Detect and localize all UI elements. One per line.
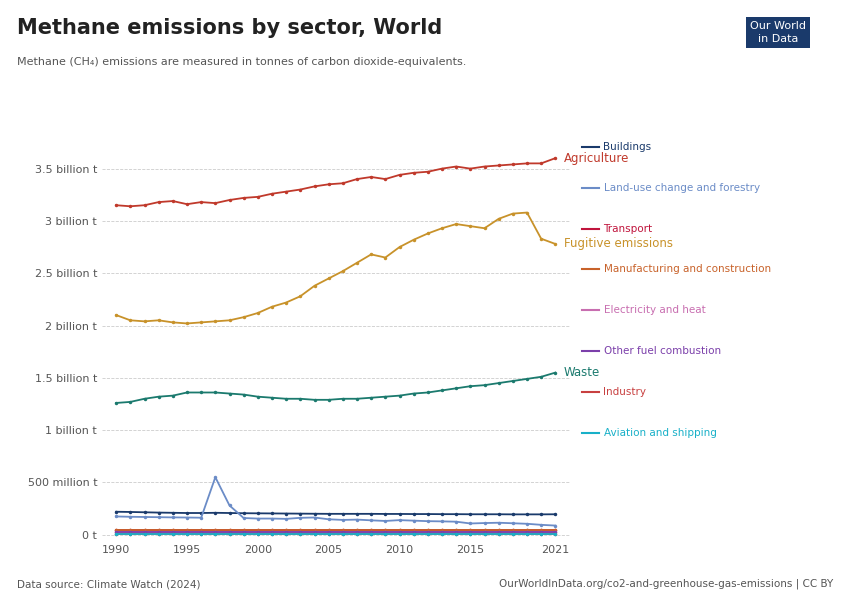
- Text: Methane (CH₄) emissions are measured in tonnes of carbon dioxide-equivalents.: Methane (CH₄) emissions are measured in …: [17, 57, 467, 67]
- Text: OurWorldInData.org/co2-and-greenhouse-gas-emissions | CC BY: OurWorldInData.org/co2-and-greenhouse-ga…: [499, 578, 833, 589]
- Text: Waste: Waste: [564, 366, 600, 379]
- Text: Aviation and shipping: Aviation and shipping: [604, 428, 717, 437]
- Text: Other fuel combustion: Other fuel combustion: [604, 346, 721, 356]
- Text: Fugitive emissions: Fugitive emissions: [564, 238, 673, 250]
- Text: Our World
in Data: Our World in Data: [750, 21, 806, 44]
- Text: Land-use change and forestry: Land-use change and forestry: [604, 183, 760, 193]
- Text: Transport: Transport: [604, 224, 653, 233]
- Text: Industry: Industry: [604, 387, 647, 397]
- Text: Agriculture: Agriculture: [564, 152, 629, 164]
- Text: Buildings: Buildings: [604, 142, 652, 152]
- Text: Electricity and heat: Electricity and heat: [604, 305, 706, 315]
- Text: Methane emissions by sector, World: Methane emissions by sector, World: [17, 18, 442, 38]
- Text: Data source: Climate Watch (2024): Data source: Climate Watch (2024): [17, 579, 201, 589]
- Text: Manufacturing and construction: Manufacturing and construction: [604, 265, 771, 274]
